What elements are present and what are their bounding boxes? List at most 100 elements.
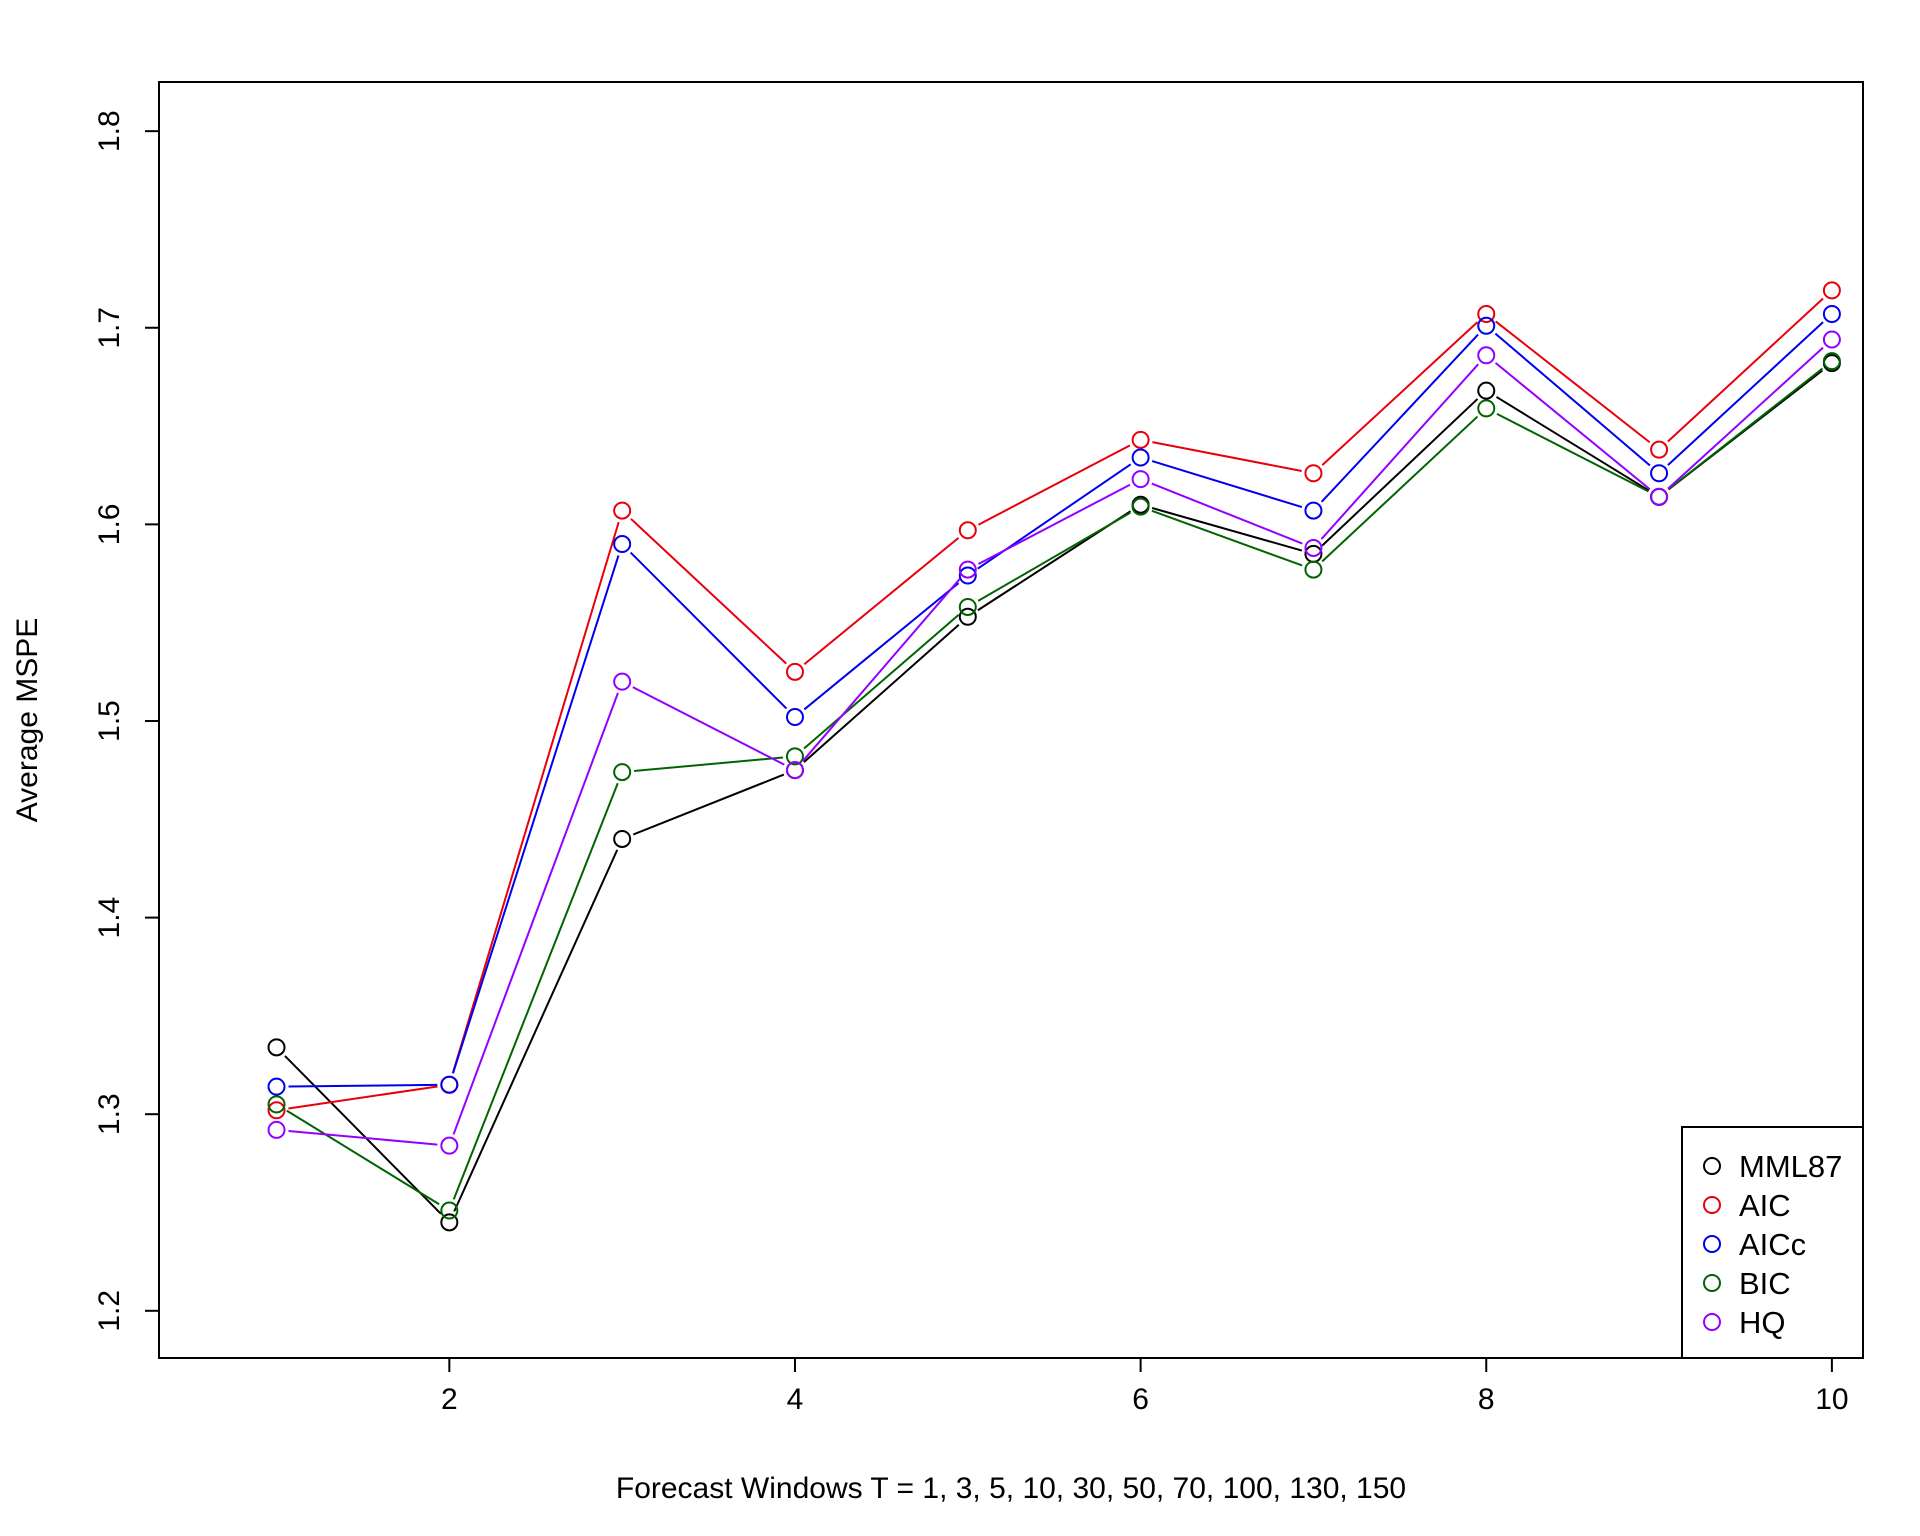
series-line-segment-mml87 bbox=[284, 1055, 442, 1215]
series-hq bbox=[267, 330, 1841, 1155]
x-tick-label: 2 bbox=[441, 1383, 458, 1416]
series-line-segment-aic bbox=[1495, 320, 1651, 444]
data-point-aicc bbox=[267, 1077, 286, 1096]
data-point-hq bbox=[958, 560, 977, 579]
series-layer bbox=[267, 281, 1841, 1232]
series-line-segment-aic bbox=[1667, 297, 1824, 443]
series-line-segment-hq bbox=[1320, 363, 1479, 540]
data-point-mml87 bbox=[1477, 381, 1496, 400]
x-tick-label: 4 bbox=[787, 1383, 804, 1416]
x-axis: 2 4 6 8 10 bbox=[441, 1357, 1849, 1416]
series-line-segment-mml87 bbox=[1495, 396, 1650, 492]
legend-marker-mml87 bbox=[1703, 1157, 1721, 1175]
series-line-segment-hq bbox=[1494, 362, 1651, 491]
series-line-segment-aicc bbox=[1494, 332, 1651, 467]
data-point-aicc bbox=[1304, 501, 1323, 520]
data-point-bic bbox=[267, 1095, 286, 1114]
series-line-segment-aic bbox=[630, 518, 787, 665]
series-line-segment-bic bbox=[803, 614, 960, 750]
data-point-aicc bbox=[440, 1075, 459, 1094]
legend-marker-aicc bbox=[1703, 1235, 1721, 1253]
series-line-segment-mml87 bbox=[803, 623, 960, 763]
legend-label-mml87: MML87 bbox=[1739, 1149, 1842, 1184]
data-point-hq bbox=[1304, 538, 1323, 557]
data-point-bic bbox=[785, 747, 804, 766]
series-line-segment-bic bbox=[1321, 415, 1479, 563]
data-point-aic bbox=[1650, 440, 1669, 459]
series-line-segment-hq bbox=[632, 686, 785, 766]
data-point-aic bbox=[1131, 430, 1150, 449]
series-line-segment-hq bbox=[977, 483, 1131, 565]
data-point-aicc bbox=[1131, 448, 1150, 467]
data-point-bic bbox=[1131, 497, 1150, 516]
data-point-hq bbox=[1650, 487, 1669, 506]
series-line-segment-aicc bbox=[1320, 333, 1479, 503]
series-line-segment-aicc bbox=[803, 582, 960, 711]
series-bic bbox=[267, 352, 1841, 1220]
series-line-segment-bic bbox=[1151, 509, 1303, 567]
x-tick-label: 6 bbox=[1132, 1383, 1149, 1416]
series-line-segment-aicc bbox=[629, 551, 788, 710]
series-line-segment-bic bbox=[1496, 412, 1649, 493]
data-point-mml87 bbox=[440, 1213, 459, 1232]
data-point-bic bbox=[1304, 560, 1323, 579]
series-line-segment-mml87 bbox=[453, 849, 619, 1212]
legend-label-aic: AIC bbox=[1739, 1188, 1791, 1223]
series-aicc bbox=[267, 305, 1841, 1096]
y-axis-title: Average MSPE bbox=[11, 618, 44, 823]
data-point-mml87 bbox=[267, 1038, 286, 1057]
series-line-segment-hq bbox=[802, 578, 961, 762]
data-point-hq bbox=[1822, 330, 1841, 349]
series-line-segment-aicc bbox=[1667, 321, 1824, 466]
data-point-aic bbox=[1822, 281, 1841, 300]
data-point-aicc bbox=[1822, 305, 1841, 323]
data-point-bic bbox=[958, 597, 977, 616]
legend-label-bic: BIC bbox=[1739, 1266, 1791, 1301]
plot-frame bbox=[158, 81, 1864, 1359]
data-point-aic bbox=[267, 1101, 286, 1120]
data-point-aic bbox=[1477, 305, 1496, 323]
series-mml87 bbox=[267, 354, 1841, 1232]
data-point-hq bbox=[613, 672, 632, 691]
series-line-segment-bic bbox=[1667, 367, 1824, 491]
series-line-segment-aic bbox=[451, 521, 620, 1074]
y-tick-label: 1.6 bbox=[93, 504, 126, 546]
series-line-segment-mml87 bbox=[1151, 507, 1303, 552]
data-point-aicc bbox=[785, 708, 804, 727]
series-line-segment-aic bbox=[1152, 441, 1302, 472]
series-line-segment-aic bbox=[803, 537, 960, 666]
y-axis: 1.2 1.3 1.4 1.5 1.6 1.7 1.8 bbox=[93, 110, 160, 1332]
legend-box bbox=[1681, 1126, 1864, 1359]
legend-label-hq: HQ bbox=[1739, 1305, 1786, 1340]
legend-label-aicc: AICc bbox=[1739, 1227, 1806, 1262]
series-line-segment-aicc bbox=[1151, 460, 1303, 509]
series-line-segment-bic bbox=[452, 782, 619, 1200]
data-point-aic bbox=[1304, 464, 1323, 483]
series-line-segment-aicc bbox=[452, 555, 620, 1074]
data-point-aicc bbox=[1477, 316, 1496, 335]
x-axis-title: Forecast Windows T = 1, 3, 5, 10, 30, 50… bbox=[616, 1472, 1406, 1505]
data-point-hq bbox=[1131, 470, 1150, 489]
data-point-mml87 bbox=[613, 829, 632, 848]
legend: MML87 AIC AICc BIC HQ bbox=[1681, 1126, 1864, 1359]
y-tick-label: 1.2 bbox=[93, 1290, 126, 1332]
series-line-segment-bic bbox=[286, 1109, 440, 1206]
series-line-segment-aic bbox=[288, 1085, 438, 1110]
series-line-segment-hq bbox=[452, 692, 619, 1135]
series-line-segment-aic bbox=[1321, 321, 1479, 466]
y-tick-label: 1.5 bbox=[93, 700, 126, 742]
series-line-segment-aicc bbox=[288, 1083, 438, 1088]
y-tick-label: 1.3 bbox=[93, 1093, 126, 1135]
x-tick-label: 8 bbox=[1478, 1383, 1495, 1416]
series-line-segment-mml87 bbox=[1321, 398, 1479, 547]
data-point-aic bbox=[958, 521, 977, 540]
data-point-hq bbox=[267, 1120, 286, 1139]
data-point-bic bbox=[613, 763, 632, 782]
series-line-segment-bic bbox=[977, 511, 1131, 602]
data-point-aicc bbox=[613, 535, 632, 554]
series-line-segment-aic bbox=[977, 444, 1131, 526]
data-point-hq bbox=[440, 1136, 459, 1155]
y-tick-label: 1.8 bbox=[93, 110, 126, 152]
data-point-hq bbox=[785, 761, 804, 780]
